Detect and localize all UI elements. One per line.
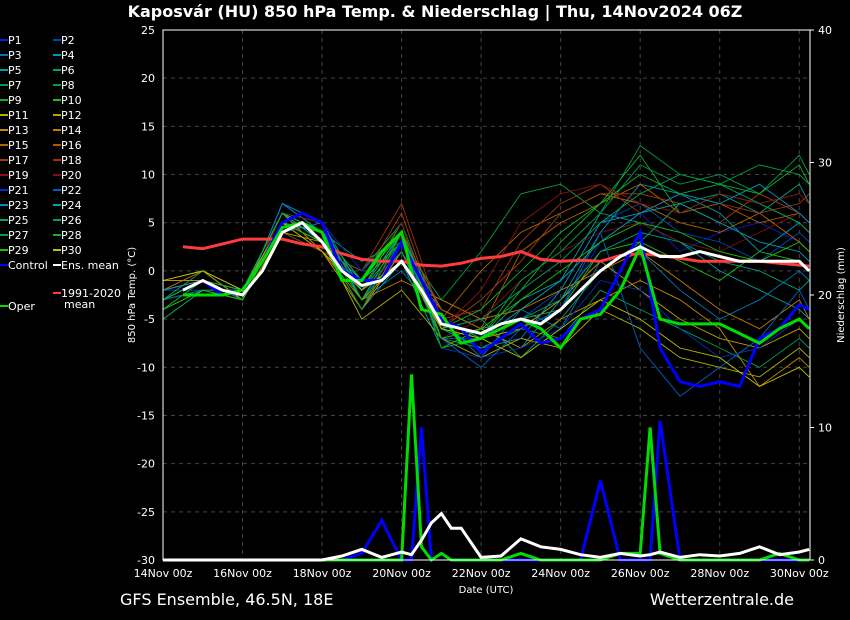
legend-label: Ens. mean [61, 259, 119, 272]
y-right-tick-label: 40 [818, 24, 832, 37]
y-axis-right-label: Niederschlag (mm) [836, 247, 847, 343]
legend-label: 1991-2020 mean [61, 287, 121, 311]
legend-label: P15 [8, 139, 29, 152]
member-line-P8 [162, 154, 810, 301]
y-tick-label: -15 [137, 409, 155, 422]
legend-label: P26 [61, 214, 82, 227]
y-tick-label: -5 [144, 313, 155, 326]
y-tick-label: -25 [137, 506, 155, 519]
main-series [182, 211, 811, 389]
legend-label: P24 [61, 199, 82, 212]
legend-label: P17 [8, 154, 29, 167]
legend-label: P11 [8, 109, 29, 122]
legend: P1 P2 P3 P4 P5 P6 P7 P8 P9 P10 P11 P12 P13 P14 P15 P16 P… [0, 34, 121, 313]
legend-label: P22 [61, 184, 82, 197]
legend-label: P12 [61, 109, 82, 122]
legend-label: P10 [61, 94, 82, 107]
x-axis: 14Nov 00z 16Nov 00z 18Nov 00z 20Nov 00z 22No… [134, 567, 829, 580]
legend-label: P5 [8, 64, 22, 77]
chart-title: Kaposvár (HU) 850 hPa Temp. & Niederschl… [128, 2, 743, 22]
legend-label: P19 [8, 169, 29, 182]
member-line-P18 [162, 183, 810, 320]
legend-label: P4 [61, 49, 75, 62]
x-tick-label: 16Nov 00z [213, 567, 272, 580]
y-tick-label: -20 [137, 458, 155, 471]
precip-oper-line [163, 374, 810, 563]
ens-mean-line [182, 220, 811, 336]
footer-site[interactable]: Wetterzentrale.de [650, 590, 794, 609]
oper-line [182, 221, 811, 351]
legend-label: P3 [8, 49, 22, 62]
x-tick-label: 14Nov 00z [134, 567, 193, 580]
y-tick-label: -10 [137, 361, 155, 374]
legend-label: P16 [61, 139, 82, 152]
legend-label: Control [8, 259, 48, 272]
legend-label: P29 [8, 244, 29, 257]
legend-label: P14 [61, 124, 82, 137]
y-tick-label: -30 [137, 554, 155, 567]
legend-label: P30 [61, 244, 82, 257]
control-line [182, 211, 810, 389]
legend-label: P20 [61, 169, 82, 182]
x-tick-label: 24Nov 00z [531, 567, 590, 580]
precip-series [163, 374, 810, 563]
member-line-P23 [162, 183, 810, 349]
y-right-tick-label: 10 [818, 422, 832, 435]
x-tick-label: 30Nov 00z [770, 567, 829, 580]
legend-label: P18 [61, 154, 82, 167]
x-tick-label: 26Nov 00z [611, 567, 670, 580]
y-tick-label: 15 [141, 120, 155, 133]
legend-label: P8 [61, 79, 75, 92]
y-axis-label: 850 hPa Temp. (°C) [127, 247, 138, 343]
member-line-P10 [162, 221, 810, 349]
y-axis-right: 40 30 20 10 0 [810, 24, 832, 567]
y-right-tick-label: 0 [818, 554, 825, 567]
legend-label: P13 [8, 124, 29, 137]
y-tick-label: 5 [148, 217, 155, 230]
y-right-tick-label: 20 [818, 289, 832, 302]
legend-label: P9 [8, 94, 22, 107]
legend-label: P2 [61, 34, 75, 47]
legend-label: P6 [61, 64, 75, 77]
legend-label: P28 [61, 229, 82, 242]
x-axis-label: Date (UTC) [459, 585, 514, 596]
y-tick-label: 20 [141, 72, 155, 85]
x-tick-label: 22Nov 00z [452, 567, 511, 580]
y-tick-label: 10 [141, 169, 155, 182]
legend-label: P7 [8, 79, 22, 92]
y-tick-label: 25 [141, 24, 155, 37]
x-tick-label: 28Nov 00z [690, 567, 749, 580]
x-tick-label: 18Nov 00z [293, 567, 352, 580]
y-axis-left: 25 20 15 10 5 0 -5 -10 -15 -20 -25 -30 [137, 24, 155, 567]
precip-ens-mean-line [163, 511, 810, 562]
precip-control-line [163, 420, 810, 563]
footer-source: GFS Ensemble, 46.5N, 18E [120, 590, 333, 609]
x-tick-label: 20Nov 00z [372, 567, 431, 580]
legend-label: P1 [8, 34, 22, 47]
legend-label: P21 [8, 184, 29, 197]
legend-label: P23 [8, 199, 29, 212]
legend-label: P27 [8, 229, 29, 242]
member-line-P28 [162, 164, 810, 330]
y-right-tick-label: 30 [818, 157, 832, 170]
legend-label: Oper [8, 300, 35, 313]
climate-mean-line [182, 237, 810, 268]
y-tick-label: 0 [148, 265, 155, 278]
legend-label: P25 [8, 214, 29, 227]
